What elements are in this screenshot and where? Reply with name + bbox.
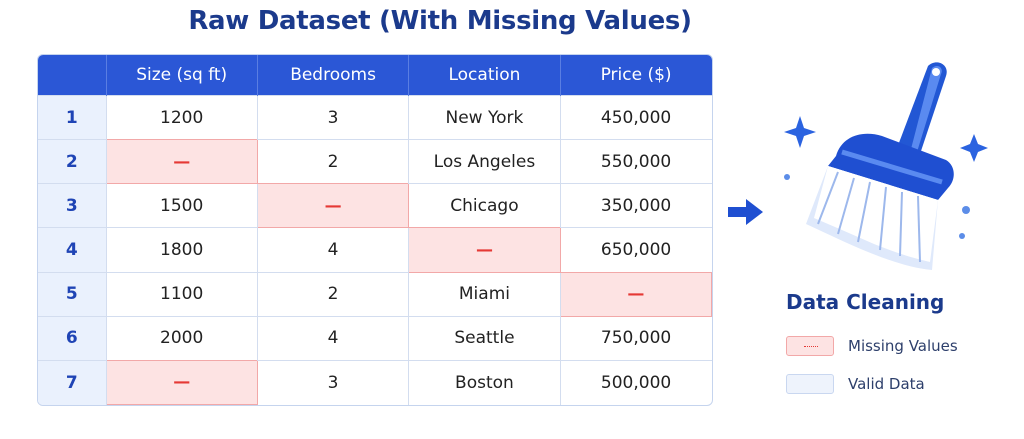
legend-item-missing: Missing Values [786, 336, 958, 356]
cell-price: — [559, 271, 712, 317]
header-bedrooms: Bedrooms [257, 55, 410, 96]
header-size: Size (sq ft) [106, 55, 258, 96]
cell-size: 2000 [106, 315, 258, 361]
legend-swatch-valid [786, 374, 834, 394]
row-index: 6 [38, 315, 107, 361]
legend-label-valid: Valid Data [848, 375, 925, 393]
cell-bedrooms: 4 [257, 227, 410, 273]
cleaning-brush-icon [784, 62, 988, 270]
row-index: 2 [38, 139, 107, 184]
cell-location: Boston [408, 359, 561, 405]
chart-title: Raw Dataset (With Missing Values) [188, 6, 692, 36]
cell-bedrooms: 2 [257, 271, 410, 317]
cell-price: 750,000 [560, 315, 712, 361]
cell-size: 1500 [106, 183, 258, 228]
cell-bedrooms: 3 [257, 359, 410, 405]
header-index [38, 55, 107, 96]
cell-price: 550,000 [560, 139, 712, 184]
legend-swatch-missing [786, 336, 834, 356]
cell-location: — [408, 227, 561, 273]
cell-price: 500,000 [560, 359, 712, 405]
cell-location: New York [408, 94, 561, 140]
table-row: 7—3 Boston 500,000 [38, 359, 712, 405]
table-row: 3 1500— Chicago 350,000 [38, 183, 712, 229]
cell-size: 1200 [106, 94, 258, 140]
row-index: 3 [38, 183, 107, 228]
table-row: 6 2000 4 Seattle 750,000 [38, 315, 712, 361]
cell-price: 650,000 [560, 227, 712, 273]
cell-bedrooms: 2 [257, 139, 410, 184]
table-row: 1 1200 3 New York 450,000 [38, 94, 712, 140]
table-row: 2—2 Los Angeles 550,000 [38, 139, 712, 185]
cell-location: Seattle [408, 315, 561, 361]
table-row: 4 1800 4—650,000 [38, 227, 712, 273]
cell-bedrooms: — [256, 183, 410, 229]
cell-bedrooms: 4 [257, 315, 410, 361]
table-header-row: Size (sq ft) Bedrooms Location Price ($) [38, 55, 712, 96]
table-row: 5 1100 2 Miami — [38, 271, 712, 317]
cell-size: — [105, 139, 258, 185]
header-price: Price ($) [560, 55, 712, 96]
row-index: 1 [38, 94, 107, 140]
row-index: 5 [38, 271, 107, 317]
cell-location: Los Angeles [408, 139, 561, 184]
row-index: 7 [38, 359, 107, 405]
legend-item-valid: Valid Data [786, 374, 925, 394]
sparkle-icon [784, 116, 988, 239]
row-index: 4 [38, 227, 107, 273]
cell-bedrooms: 3 [257, 94, 410, 140]
dataset-table: Size (sq ft) Bedrooms Location Price ($)… [37, 54, 713, 406]
cell-location: Miami [408, 271, 561, 317]
cell-price: 450,000 [560, 94, 712, 140]
cell-location: Chicago [408, 183, 561, 228]
cell-price: 350,000 [560, 183, 712, 228]
right-arrow-icon [728, 199, 763, 225]
header-location: Location [408, 55, 561, 96]
legend-label-missing: Missing Values [848, 337, 958, 355]
cell-size: — [105, 359, 258, 405]
legend-title: Data Cleaning [786, 290, 945, 314]
cell-size: 1800 [106, 227, 258, 273]
cell-size: 1100 [106, 271, 258, 317]
